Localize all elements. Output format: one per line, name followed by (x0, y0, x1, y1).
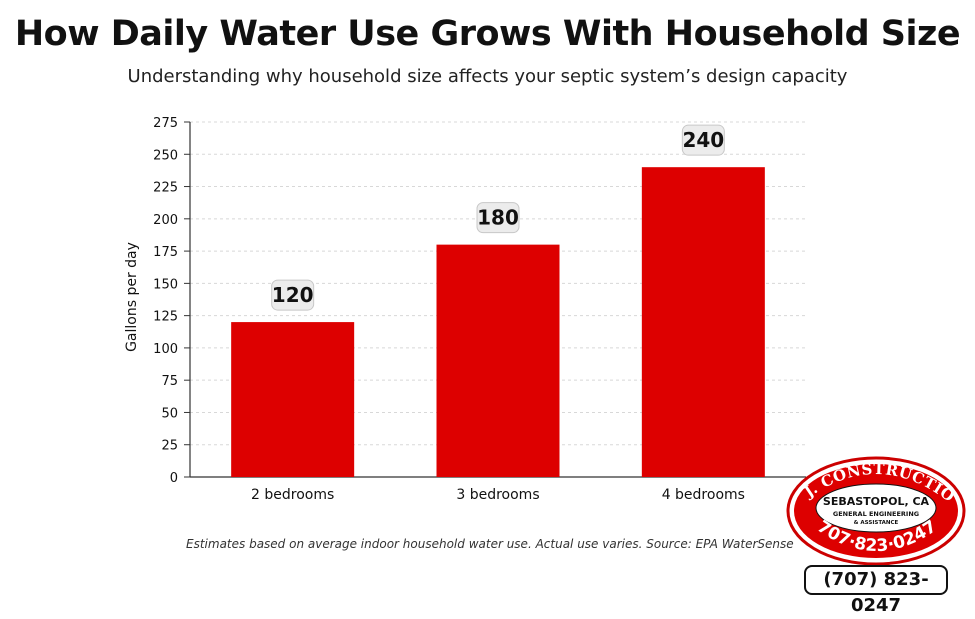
y-tick-label: 0 (170, 471, 178, 486)
y-tick-label: 125 (153, 310, 178, 325)
y-axis-label: Gallons per day (124, 242, 140, 352)
data-label: 240 (682, 128, 724, 152)
logo-line-2: & ASSISTANCE (854, 520, 899, 526)
y-tick-label: 250 (153, 148, 178, 163)
chart-subtitle: Understanding why household size affects… (127, 66, 848, 87)
logo-line-1: GENERAL ENGINEERING (833, 510, 919, 518)
data-label-badge (476, 202, 520, 234)
bar (231, 322, 355, 477)
data-label: 180 (477, 206, 519, 230)
x-tick-label: 4 bedrooms (662, 487, 745, 503)
y-tick-label: 25 (161, 439, 178, 454)
data-label-badge (681, 124, 725, 156)
footnote: Estimates based on average indoor househ… (186, 537, 794, 551)
company-logo: L. J. CONSTRUCTION SEBASTOPOL, CA GENERA… (785, 455, 966, 566)
bar (436, 244, 560, 477)
y-tick-label: 200 (153, 213, 178, 228)
data-label-badge (271, 279, 315, 311)
y-tick-label: 225 (153, 181, 178, 196)
data-label: 120 (272, 283, 314, 307)
bar (641, 167, 765, 477)
chart-title: How Daily Water Use Grows With Household… (14, 14, 961, 54)
x-tick-label: 3 bedrooms (456, 487, 539, 503)
phone-number-box[interactable]: (707) 823-0247 (804, 565, 948, 616)
y-tick-label: 150 (153, 277, 178, 292)
y-tick-label: 175 (153, 245, 178, 260)
y-tick-label: 100 (153, 342, 178, 357)
y-tick-label: 50 (161, 406, 178, 421)
x-tick-label: 2 bedrooms (251, 487, 334, 503)
y-tick-label: 75 (161, 374, 178, 389)
y-tick-label: 275 (153, 116, 178, 131)
logo-location: SEBASTOPOL, CA (823, 495, 930, 508)
